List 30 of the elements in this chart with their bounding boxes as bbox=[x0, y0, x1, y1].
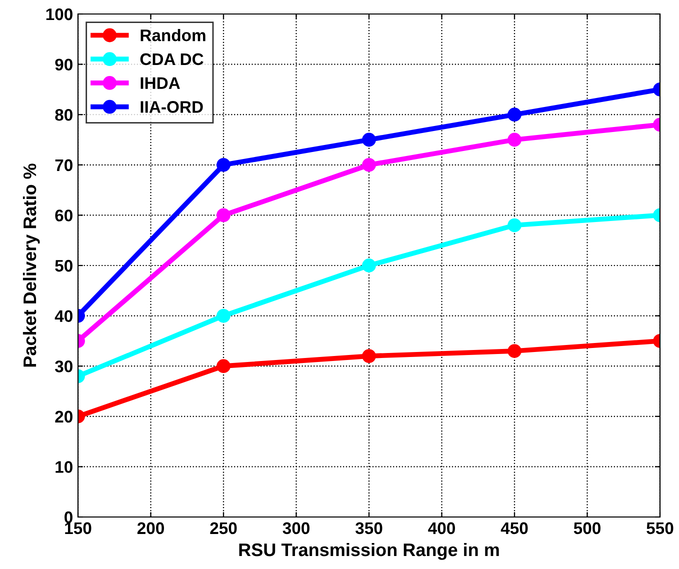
y-tick-label: 10 bbox=[56, 461, 72, 473]
point bbox=[362, 349, 376, 363]
x-tick-label: 400 bbox=[428, 522, 455, 534]
x-axis-title: RSU Transmission Range in m bbox=[239, 542, 499, 560]
y-tick-label: 60 bbox=[55, 210, 72, 222]
y-tick-label: 30 bbox=[54, 360, 72, 372]
y-tick-label: 50 bbox=[55, 260, 72, 272]
x-tick-label: 300 bbox=[282, 522, 310, 534]
y-tick-label: 20 bbox=[55, 410, 72, 423]
y-tick-label: 70 bbox=[55, 159, 72, 172]
y-axis-title: Packet Delivery Ratio % bbox=[22, 164, 40, 367]
y-tick-label: 90 bbox=[55, 58, 72, 71]
x-tick-label: 550 bbox=[646, 522, 674, 534]
point bbox=[362, 258, 376, 272]
y-tick-label: 0 bbox=[64, 511, 72, 524]
x-tick-label: 450 bbox=[500, 522, 528, 534]
x-tick-label: 350 bbox=[355, 522, 382, 534]
point bbox=[362, 132, 376, 147]
x-tick-label: 200 bbox=[137, 522, 164, 534]
point bbox=[362, 158, 376, 172]
y-tick-label: 40 bbox=[54, 310, 72, 322]
y-tick-label: 80 bbox=[55, 109, 72, 121]
legend-label: CDA DC bbox=[140, 53, 204, 66]
legend-label: Random bbox=[140, 29, 206, 42]
x-tick-label: 250 bbox=[210, 522, 237, 534]
x-tick-label: 150 bbox=[65, 522, 92, 534]
legend-label: IIA-ORD bbox=[140, 101, 203, 113]
legend-label: IHDA bbox=[140, 77, 180, 89]
x-tick-label: 500 bbox=[574, 522, 600, 534]
y-tick-label: 100 bbox=[46, 8, 72, 20]
